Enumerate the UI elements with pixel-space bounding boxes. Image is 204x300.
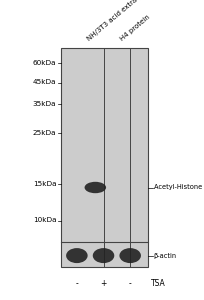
Text: β-actin: β-actin bbox=[153, 253, 176, 259]
Text: Acetyl-Histone H4-K16: Acetyl-Histone H4-K16 bbox=[153, 184, 204, 190]
Text: H4 protein: H4 protein bbox=[119, 14, 150, 42]
Text: -: - bbox=[128, 279, 131, 288]
Text: TSA: TSA bbox=[150, 279, 165, 288]
Ellipse shape bbox=[66, 248, 87, 263]
Text: -: - bbox=[75, 279, 78, 288]
Ellipse shape bbox=[92, 248, 114, 263]
Text: +: + bbox=[100, 279, 106, 288]
Text: NH/3T3 acid extract: NH/3T3 acid extract bbox=[86, 0, 143, 42]
Bar bbox=[61, 48, 147, 267]
Text: 10kDa: 10kDa bbox=[33, 218, 56, 224]
Ellipse shape bbox=[84, 182, 106, 193]
Ellipse shape bbox=[119, 248, 140, 263]
Text: 25kDa: 25kDa bbox=[33, 130, 56, 136]
Text: 15kDa: 15kDa bbox=[33, 181, 56, 187]
Text: 35kDa: 35kDa bbox=[33, 100, 56, 106]
Text: 45kDa: 45kDa bbox=[33, 80, 56, 85]
Text: 60kDa: 60kDa bbox=[33, 60, 56, 66]
